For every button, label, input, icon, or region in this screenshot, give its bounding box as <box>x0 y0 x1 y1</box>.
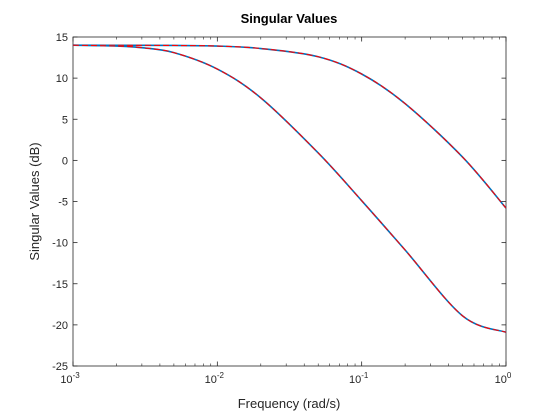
x-tick-label: 10-2 <box>205 371 225 386</box>
x-tick-label: 10-1 <box>349 371 369 386</box>
axes-box <box>72 36 507 367</box>
series-1-line <box>72 44 507 209</box>
y-tick-label: 5 <box>62 114 68 126</box>
x-axis-label: Frequency (rad/s) <box>238 396 341 411</box>
x-tick-label: 100 <box>495 371 512 386</box>
y-tick-label: -20 <box>52 320 68 332</box>
y-tick-label: -25 <box>52 361 68 373</box>
y-axis-label: Singular Values (dB) <box>27 142 42 260</box>
y-tick-label: -10 <box>52 238 68 250</box>
series-2-line <box>72 44 507 333</box>
chart-title: Singular Values <box>241 11 338 26</box>
y-tick-label: -15 <box>52 279 68 291</box>
y-tick-label: -5 <box>58 197 68 209</box>
x-tick-label: 10-3 <box>60 371 80 386</box>
y-tick-label: 10 <box>56 73 68 85</box>
y-tick-label: 15 <box>56 32 68 44</box>
y-tick-label: 0 <box>62 155 68 167</box>
